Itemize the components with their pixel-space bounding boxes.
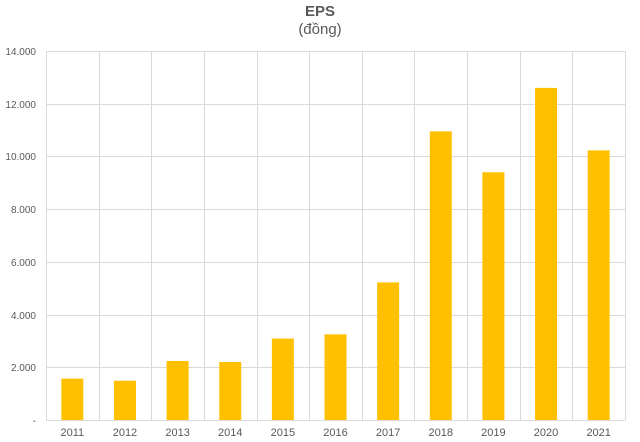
y-axis-ticks: - 2.000 4.000 6.000 8.000 10.000 12.000 14.000 <box>5 47 36 427</box>
bar-2011 <box>61 378 84 420</box>
x-axis-ticks: 2011 2012 2013 2014 2015 2016 2017 2018 2019 2020… <box>60 427 610 439</box>
bar-2015 <box>271 338 294 420</box>
chart-title: EPS <box>304 3 335 20</box>
x-tick-label: 2019 <box>481 427 505 439</box>
y-tick-label: 4.000 <box>11 311 36 322</box>
bar-2016 <box>324 334 347 420</box>
bar-2020 <box>535 87 558 421</box>
y-tick-label: 10.000 <box>5 152 36 163</box>
grid-lines <box>46 51 626 421</box>
bar-2021 <box>587 150 610 420</box>
y-tick-label: 8.000 <box>11 205 36 216</box>
x-tick-label: 2013 <box>165 427 189 439</box>
x-tick-label: 2016 <box>323 427 347 439</box>
x-tick-label: 2011 <box>60 427 84 439</box>
x-tick-label: 2021 <box>586 427 610 439</box>
bar-2013 <box>166 360 189 420</box>
y-tick-label: 2.000 <box>11 363 36 374</box>
bar-2012 <box>113 380 136 420</box>
bar-2019 <box>482 172 505 420</box>
bars <box>61 87 610 421</box>
x-tick-label: 2020 <box>534 427 558 439</box>
chart-subtitle: (đồng) <box>298 21 342 38</box>
x-tick-label: 2012 <box>113 427 137 439</box>
y-tick-label: - <box>33 416 36 427</box>
x-tick-label: 2018 <box>429 427 453 439</box>
y-tick-label: 14.000 <box>5 47 36 58</box>
bar-2018 <box>429 131 452 420</box>
x-tick-label: 2017 <box>376 427 400 439</box>
x-tick-label: 2015 <box>271 427 295 439</box>
x-tick-label: 2014 <box>218 427 242 439</box>
y-tick-label: 12.000 <box>5 100 36 111</box>
bar-2017 <box>377 282 400 420</box>
bar-2014 <box>219 362 242 420</box>
y-tick-label: 6.000 <box>11 258 36 269</box>
